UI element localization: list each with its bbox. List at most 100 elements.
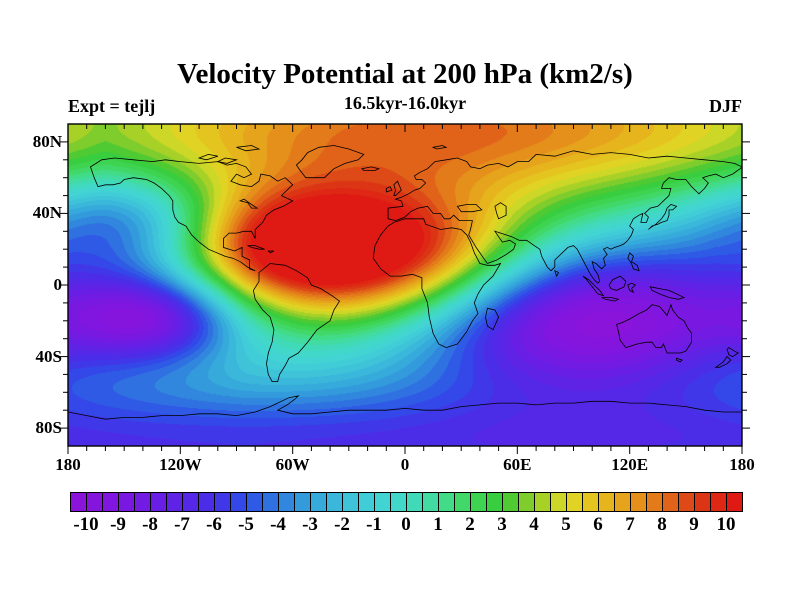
coastline [726, 347, 740, 358]
colorbar-tick-label: 1 [433, 514, 443, 535]
coastline [554, 269, 560, 278]
coastline [372, 218, 502, 349]
coastline [387, 150, 742, 284]
colorbar-tick-label: 9 [689, 514, 699, 535]
coastline [295, 145, 365, 179]
coastline [267, 250, 275, 254]
colorbar-cell [518, 492, 535, 512]
colorbar-tick-label: 4 [529, 514, 539, 535]
colorbar-cell [710, 492, 727, 512]
coastline [601, 297, 620, 302]
coastline [714, 355, 732, 368]
colorbar-cell [310, 492, 327, 512]
coastline [676, 357, 683, 363]
x-axis-label: 120E [611, 455, 649, 474]
colorbar-tick-label: -7 [174, 514, 190, 535]
colorbar-cell [598, 492, 615, 512]
coastline [485, 307, 500, 331]
colorbar-cell [86, 492, 103, 512]
colorbar-tick-label: -10 [73, 514, 99, 535]
y-axis-label: 80S [35, 418, 62, 438]
coastline [582, 275, 605, 297]
colorbar-cell [486, 492, 503, 512]
colorbar-cell [550, 492, 567, 512]
colorbar-cell [534, 492, 551, 512]
colorbar-tick-label: 3 [497, 514, 507, 535]
colorbar-cell [630, 492, 647, 512]
colorbar [70, 492, 743, 512]
colorbar-tick-label: -2 [334, 514, 350, 535]
x-axis-label: 180 [729, 455, 755, 474]
colorbar-tick-label: 7 [625, 514, 635, 535]
colorbar-cell [214, 492, 231, 512]
colorbar-tick-label: -8 [142, 514, 158, 535]
colorbar-cell [134, 492, 151, 512]
colorbar-cell [102, 492, 119, 512]
coastline [236, 145, 261, 152]
coastline [608, 275, 627, 291]
colorbar-cell [566, 492, 583, 512]
coastline [649, 286, 686, 300]
y-axis-label: 80N [32, 131, 62, 151]
colorbar-tick-label: -9 [110, 514, 126, 535]
coastline [361, 166, 380, 171]
y-axis-label: 40N [32, 203, 62, 223]
colorbar-cell [470, 492, 487, 512]
colorbar-cell [662, 492, 679, 512]
coastline [247, 245, 265, 250]
colorbar-cell [246, 492, 263, 512]
coastline [216, 157, 239, 164]
y-axis-label: 0 [53, 275, 63, 294]
coastline [431, 145, 448, 150]
x-axis-label: 60E [503, 455, 532, 474]
colorbar-cell [406, 492, 423, 512]
colorbar-cell [70, 492, 87, 512]
colorbar-cell [694, 492, 711, 512]
colorbar-cell [646, 492, 663, 512]
colorbar-tick-label: -6 [206, 514, 222, 535]
map-frame [67, 123, 743, 447]
colorbar-tick-label: 6 [593, 514, 603, 535]
coastline [627, 282, 636, 294]
colorbar-tick-label: -3 [302, 514, 318, 535]
colorbar-tick-label: 10 [716, 514, 736, 535]
experiment-label: Expt = tejlj [68, 96, 156, 116]
coastlines-group [68, 145, 742, 420]
colorbar-tick-label: -4 [270, 514, 286, 535]
colorbar-cell [726, 492, 743, 512]
colorbar-tick-label: -1 [366, 514, 382, 535]
chart-subtitle: 16.5kyr-16.0kyr [343, 93, 467, 113]
colorbar-cell [582, 492, 599, 512]
map-overlay [58, 114, 752, 461]
coastline [393, 180, 402, 196]
colorbar-cell [182, 492, 199, 512]
colorbar-cell [614, 492, 631, 512]
colorbar-tick-label: -5 [238, 514, 254, 535]
colorbar-cell [278, 492, 295, 512]
coastline [494, 202, 507, 220]
colorbar-cell [166, 492, 183, 512]
coastline [456, 204, 483, 213]
colorbar-tick-label: 8 [657, 514, 667, 535]
colorbar-cell [678, 492, 695, 512]
colorbar-cell [230, 492, 247, 512]
colorbar-cell [326, 492, 343, 512]
colorbar-cell [374, 492, 391, 512]
colorbar-cell [150, 492, 167, 512]
coastline [616, 303, 692, 354]
coastline [90, 157, 294, 272]
colorbar-cell [422, 492, 439, 512]
coastline [68, 395, 742, 420]
colorbar-cell [294, 492, 311, 512]
colorbar-cell [358, 492, 375, 512]
x-axis-label: 60W [275, 455, 310, 474]
coastline [252, 263, 341, 382]
colorbar-cell [454, 492, 471, 512]
colorbar-cell [118, 492, 135, 512]
colorbar-tick-label: 5 [561, 514, 571, 535]
contour-field-canvas [68, 124, 742, 446]
y-axis-label: 40S [35, 346, 62, 366]
colorbar-cell [502, 492, 519, 512]
chart-title: Velocity Potential at 200 hPa (km2/s) [177, 58, 633, 90]
